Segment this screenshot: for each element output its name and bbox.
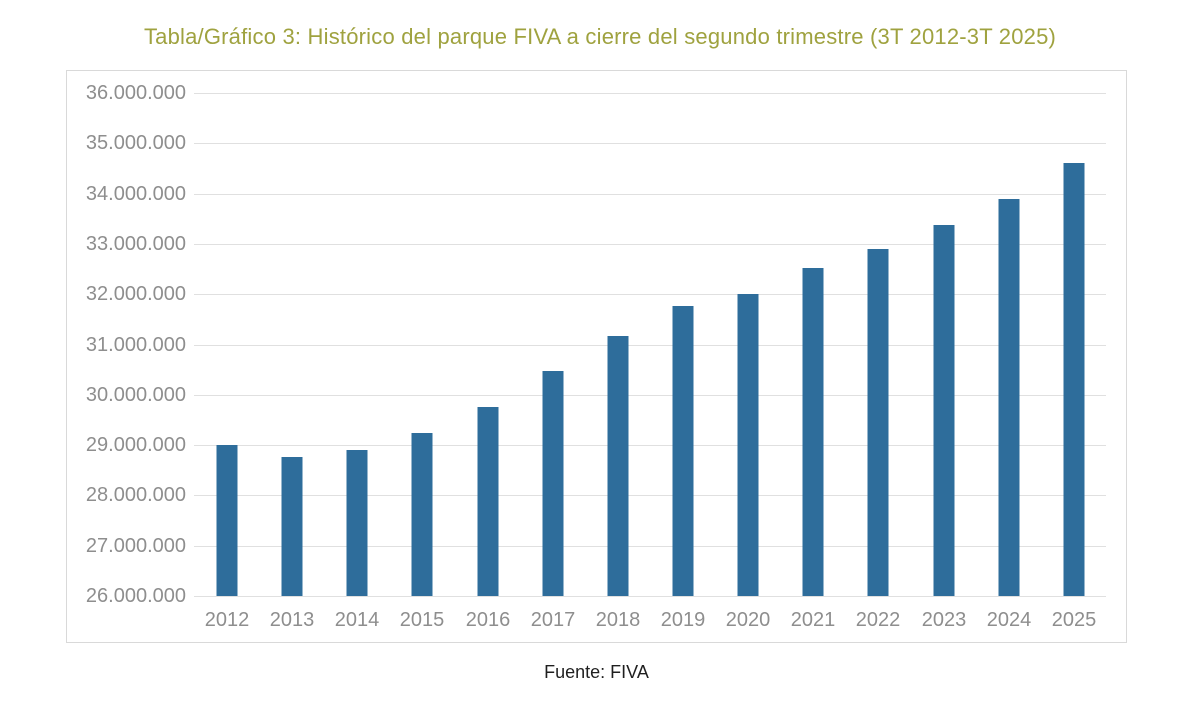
y-axis-tick-label: 27.000.000 [85, 535, 186, 557]
y-axis-tick-label: 33.000.000 [85, 233, 186, 255]
y-axis-tick-label: 34.000.000 [85, 183, 186, 205]
y-axis-tick-label: 29.000.000 [85, 434, 186, 456]
y-gridline [194, 294, 1106, 295]
bar-slot-2013 [259, 93, 325, 596]
chart-frame: 36.000.000 35.000.000 34.000.000 33.000.000… [66, 70, 1127, 643]
bar-2013 [281, 457, 303, 596]
x-axis-tick-label: 2017 [530, 609, 576, 631]
y-gridline [194, 93, 1106, 94]
bar-2021 [802, 268, 824, 596]
bar-2024 [998, 199, 1020, 596]
x-axis-tick-label: 2019 [660, 609, 706, 631]
bar-slot-2020 [715, 93, 781, 596]
chart-title: Tabla/Gráfico 3: Histórico del parque FI… [143, 24, 1057, 49]
x-axis-tick-label: 2020 [725, 609, 771, 631]
bar-2019 [672, 306, 694, 596]
y-gridline [194, 194, 1106, 195]
y-axis-tick-label: 36.000.000 [85, 82, 186, 104]
x-axis-tick-label: 2012 [204, 609, 250, 631]
bar-slot-2025 [1041, 93, 1107, 596]
bar-2015 [411, 433, 433, 596]
bar-2016 [477, 407, 499, 596]
bar-2022 [867, 249, 889, 596]
y-gridline [194, 345, 1106, 346]
bar-slot-2021 [780, 93, 846, 596]
y-axis-tick-label: 26.000.000 [85, 585, 186, 607]
y-axis-tick-label: 28.000.000 [85, 484, 186, 506]
x-axis-tick-label: 2024 [986, 609, 1032, 631]
x-axis-tick-label: 2022 [855, 609, 901, 631]
bar-2018 [607, 336, 629, 596]
bar-2020 [737, 294, 759, 596]
y-gridline [194, 596, 1106, 597]
bar-slot-2014 [324, 93, 390, 596]
x-axis-tick-label: 2018 [595, 609, 641, 631]
bar-2012 [216, 445, 238, 596]
y-axis-tick-label: 32.000.000 [85, 283, 186, 305]
x-axis-tick-label: 2025 [1051, 609, 1097, 631]
chart-source: Fuente: FIVA [544, 662, 649, 682]
y-axis-tick-label: 31.000.000 [85, 334, 186, 356]
x-axis-tick-label: 2013 [269, 609, 315, 631]
bar-2025 [1063, 163, 1085, 596]
y-gridline [194, 546, 1106, 547]
bar-slot-2023 [911, 93, 977, 596]
y-gridline [194, 395, 1106, 396]
bar-slot-2015 [389, 93, 455, 596]
y-gridline [194, 244, 1106, 245]
bar-slot-2016 [455, 93, 521, 596]
bar-slot-2018 [585, 93, 651, 596]
x-axis-tick-label: 2021 [790, 609, 836, 631]
bar-slot-2017 [520, 93, 586, 596]
x-axis-tick-label: 2015 [399, 609, 445, 631]
bar-slot-2012 [194, 93, 260, 596]
y-gridline [194, 495, 1106, 496]
plot-area [194, 93, 1107, 597]
bar-slot-2019 [650, 93, 716, 596]
x-axis-tick-label: 2014 [334, 609, 380, 631]
bar-2023 [933, 225, 955, 596]
bar-slot-2022 [845, 93, 911, 596]
bar-2017 [542, 371, 564, 596]
y-axis-tick-label: 35.000.000 [85, 132, 186, 154]
x-axis-tick-label: 2016 [465, 609, 511, 631]
y-gridline [194, 143, 1106, 144]
y-axis-tick-label: 30.000.000 [85, 384, 186, 406]
y-gridline [194, 445, 1106, 446]
x-axis-tick-label: 2023 [921, 609, 967, 631]
bar-slot-2024 [976, 93, 1042, 596]
bar-2014 [346, 450, 368, 596]
